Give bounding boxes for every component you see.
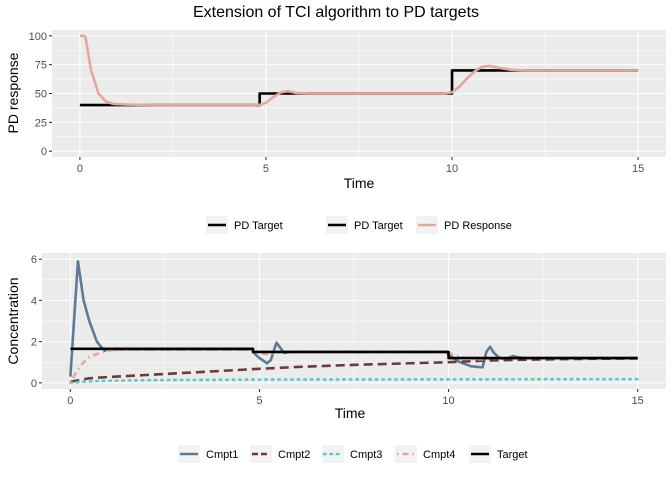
series-layer: [69, 259, 639, 384]
series-line-cmpt2: [70, 357, 638, 384]
series-line-cmpt4: [69, 348, 638, 384]
legend-label: Cmpt4: [423, 449, 455, 461]
y-tick-label: 6: [31, 254, 37, 266]
y-tick-label: 2: [31, 337, 37, 349]
legend: PD Target PD Target PD Response: [206, 216, 512, 234]
axes: 0 5 10 15 0 2 4 6: [31, 254, 644, 407]
x-tick-label: 5: [256, 395, 262, 407]
x-axis-title: Time: [335, 405, 366, 421]
legend-label: PD Target: [234, 220, 283, 232]
legend-label: Cmpt2: [278, 449, 310, 461]
x-tick-label: 5: [263, 163, 269, 175]
legend-label: PD Response: [444, 220, 512, 232]
series-line-pd-response: [79, 34, 639, 107]
x-tick-label: 15: [632, 163, 644, 175]
y-tick-label: 50: [35, 89, 47, 101]
series-line-cmpt3: [69, 377, 639, 384]
legend-label: PD Target: [354, 220, 403, 232]
series-line-target: [70, 347, 638, 360]
y-tick-label: 100: [29, 31, 47, 43]
chart-title: Extension of TCI algorithm to PD targets: [193, 4, 479, 21]
pd-response-chart: Extension of TCI algorithm to PD targets…: [5, 4, 666, 234]
legend-label: Target: [497, 449, 528, 461]
concentration-chart: 0 5 10 15 0 2 4 6 Time Concentration Cmpt1 Cmpt2…: [5, 253, 666, 463]
series-layer: [79, 34, 639, 107]
legend: Cmpt1 Cmpt2 Cmpt3 Cmpt4 Target: [178, 445, 528, 463]
axes: 0 5 10 15 0 25 50 75 100: [29, 31, 645, 175]
legend-label: Cmpt3: [350, 449, 382, 461]
y-tick-label: 0: [41, 146, 47, 158]
x-tick-label: 10: [446, 163, 458, 175]
y-tick-label: 25: [35, 117, 47, 129]
x-axis-title: Time: [344, 175, 375, 191]
x-tick-label: 0: [67, 395, 73, 407]
y-axis-title: Concentration: [5, 277, 21, 364]
legend-label: Cmpt1: [206, 449, 238, 461]
y-axis-title: PD response: [5, 52, 21, 133]
y-tick-label: 75: [35, 60, 47, 72]
y-tick-label: 0: [31, 378, 37, 390]
y-tick-label: 4: [31, 295, 37, 307]
x-tick-label: 10: [442, 395, 454, 407]
x-tick-label: 0: [77, 163, 83, 175]
grid: [42, 253, 666, 389]
x-tick-label: 15: [632, 395, 644, 407]
